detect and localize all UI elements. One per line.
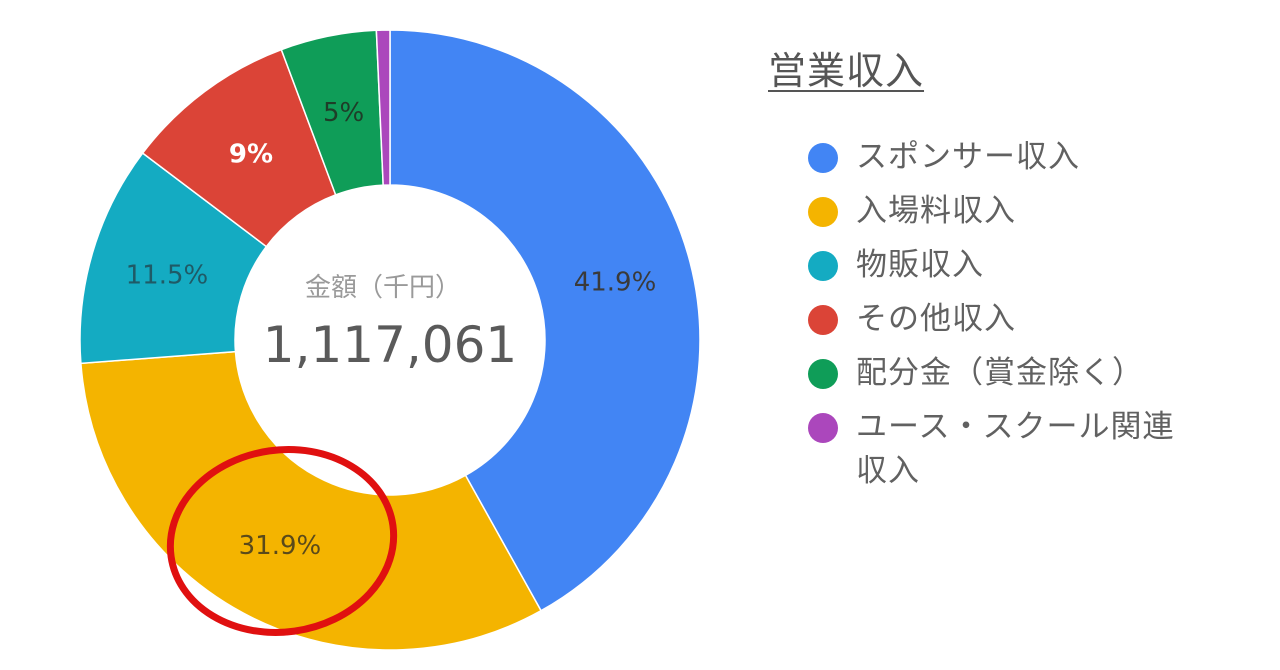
donut-slice (375, 29, 391, 186)
highlight-circle-annotation (166, 446, 398, 636)
legend-swatch (808, 413, 838, 443)
slice-data-label: 31.9% (239, 531, 322, 561)
legend-swatch (808, 143, 838, 173)
chart-title: 営業収入 (768, 49, 925, 93)
legend-label: 配分金（賞金除く） (856, 355, 1144, 391)
legend-swatch (808, 359, 838, 389)
legend-label: 入場料収入 (856, 193, 1016, 229)
slice-data-label: 5% (323, 98, 364, 128)
slice-data-label: 9% (229, 140, 273, 170)
legend-swatch (808, 197, 838, 227)
legend-swatch (808, 251, 838, 281)
legend-item: ユース・スクール関連収入 (768, 405, 1268, 493)
legend-item: 入場料収入 (768, 189, 1268, 233)
slice-data-label: 11.5% (126, 260, 209, 290)
legend-item: 物販収入 (768, 243, 1268, 287)
donut-slice (79, 152, 268, 365)
legend-item: 配分金（賞金除く） (768, 351, 1268, 395)
legend-swatch (808, 305, 838, 335)
slice-data-label: 41.9% (574, 267, 657, 297)
chart-legend: 営業収入 スポンサー収入 入場料収入物販収入その他収入配分金（賞金除く） ユース・ス… (768, 40, 1268, 503)
donut-chart: 41.9% 31.9% 11.5% 9% 5% 金額（千円） 1,117,061 (79, 29, 701, 651)
legend-label: ユース・スクール関連収入 (856, 409, 1175, 489)
legend-label: 物販収入 (856, 247, 984, 283)
donut-slice (80, 350, 543, 651)
legend-label: スポンサー収入 (856, 139, 1080, 175)
center-total-value: 1,117,061 (263, 316, 517, 374)
donut-slice (389, 29, 701, 612)
legend-item: その他収入 (768, 297, 1268, 341)
legend-label: その他収入 (856, 301, 1016, 337)
legend-item: スポンサー収入 (768, 135, 1268, 179)
center-caption: 金額（千円） (305, 273, 461, 303)
